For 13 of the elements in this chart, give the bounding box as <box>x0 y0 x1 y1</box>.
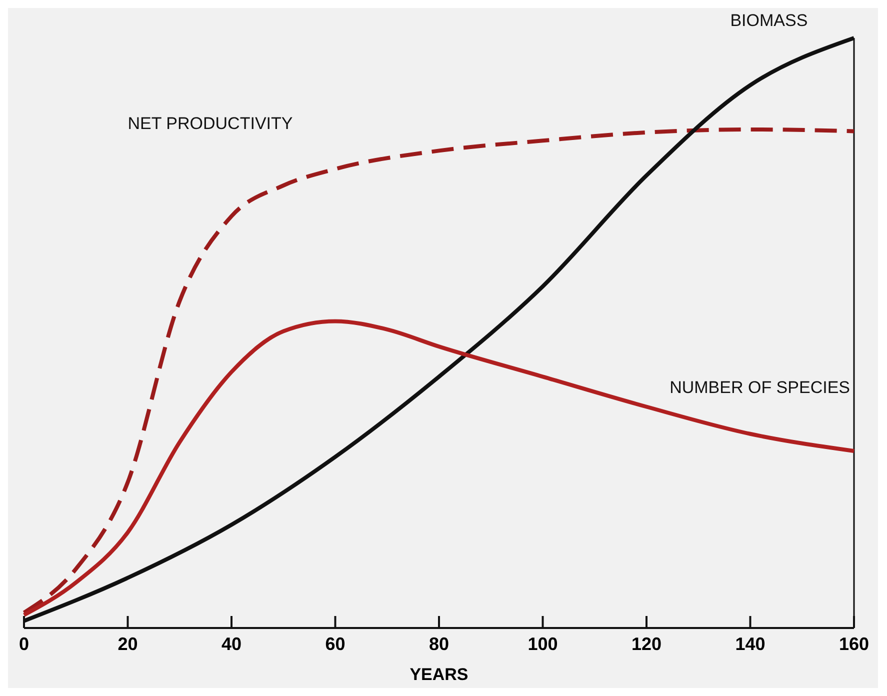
x-tick-label: 40 <box>221 634 242 654</box>
text: NET PRODUCTIVITY <box>128 114 293 133</box>
x-tick-label: 160 <box>838 634 870 654</box>
x-tick-label: 100 <box>528 634 558 654</box>
x-tick-label: 120 <box>631 634 662 654</box>
x-tick-label: 80 <box>428 634 450 654</box>
x-tick-label: 60 <box>325 634 346 654</box>
x-tick-label: 20 <box>118 634 138 654</box>
x-tick-label: 140 <box>735 634 766 654</box>
series-label: BIOMASS <box>730 11 808 30</box>
x-axis-title: YEARS <box>410 665 468 684</box>
x-tick-label: 0 <box>18 634 30 654</box>
series-label: NUMBER OF SPECIES <box>670 378 850 397</box>
